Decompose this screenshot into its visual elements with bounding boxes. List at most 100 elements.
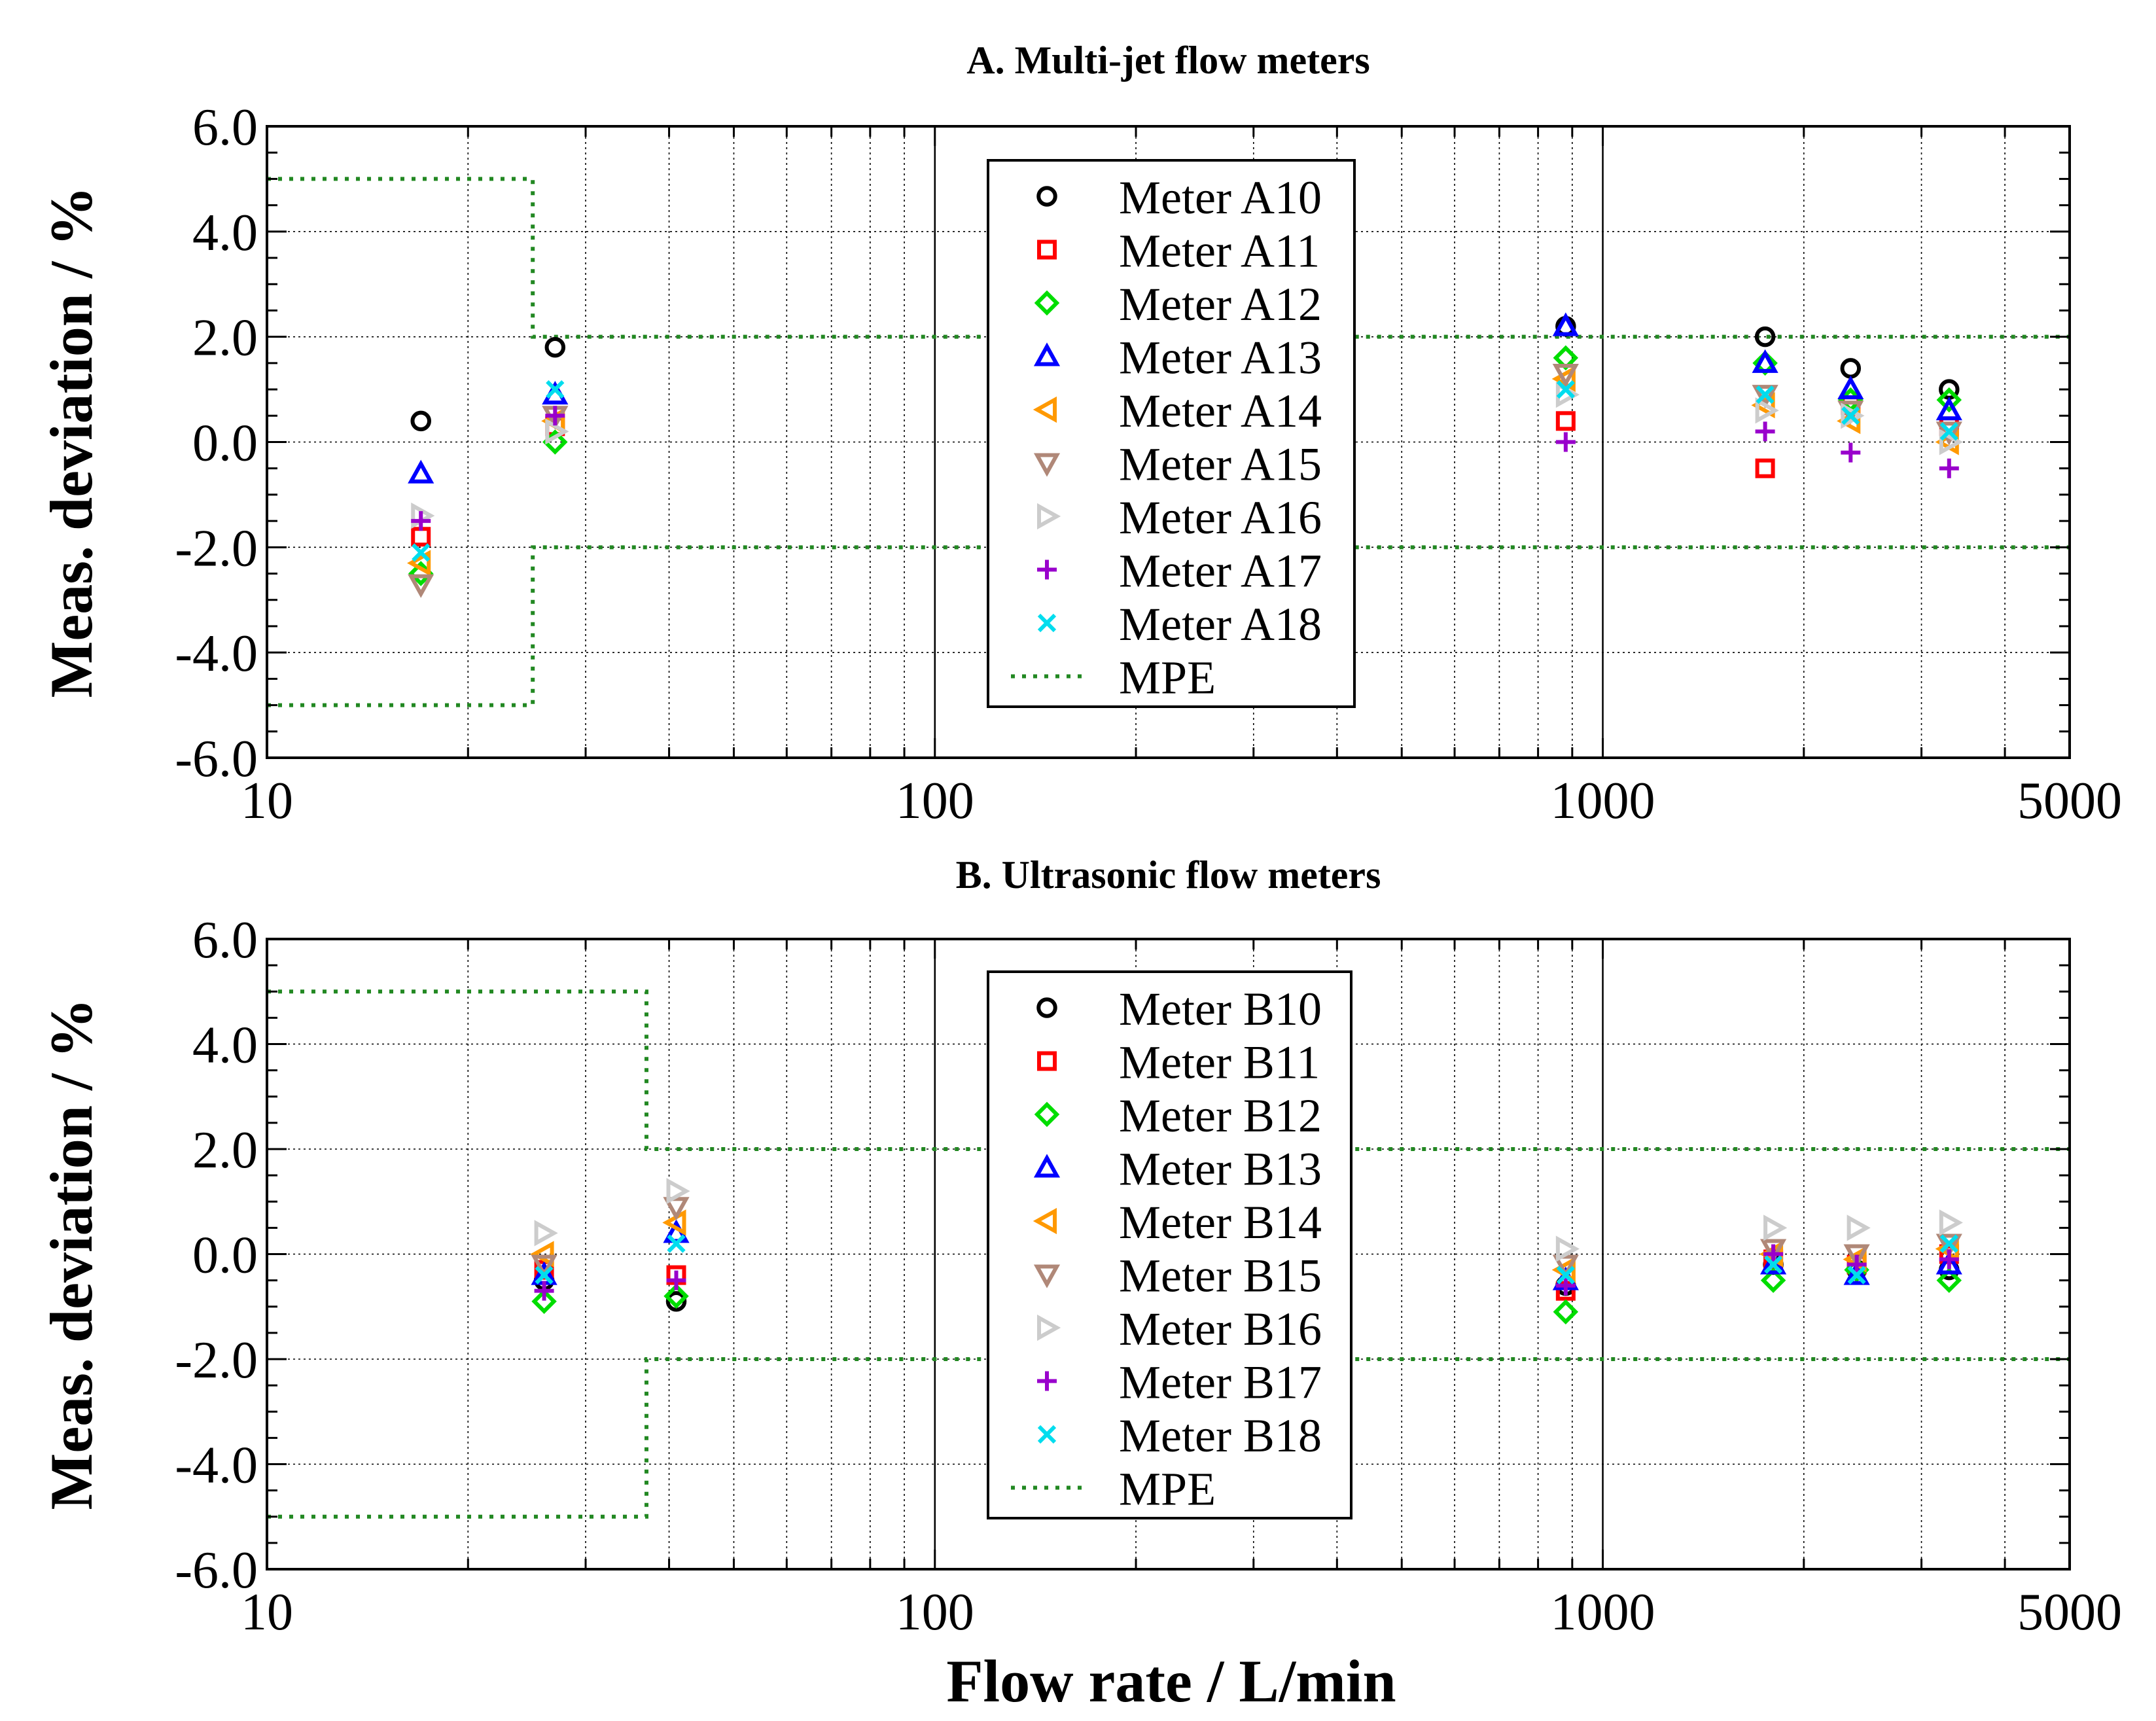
data-point	[1840, 358, 1862, 379]
legend-swatch	[1037, 1051, 1057, 1071]
data-point	[411, 527, 431, 547]
data-point	[1847, 1254, 1867, 1275]
x-axis-label: Flow rate / L/min	[946, 1648, 1396, 1714]
legend-swatch	[1037, 1371, 1057, 1391]
x-tick-label: 5000	[2017, 1584, 2122, 1641]
data-point	[666, 1270, 686, 1290]
data-point	[1763, 1244, 1784, 1264]
data-point	[1939, 1249, 1959, 1269]
y-tick-label: 2.0	[192, 1122, 258, 1179]
x-tick-label: 10	[241, 1584, 293, 1641]
data-point	[530, 1241, 554, 1268]
y-tick-label: 6.0	[192, 912, 258, 969]
data-point	[1939, 458, 1959, 478]
data-point	[663, 1197, 690, 1221]
data-point	[1837, 375, 1864, 400]
data-point	[531, 1254, 557, 1279]
data-point	[1555, 1275, 1576, 1296]
legend-label: Meter A14	[1119, 385, 1322, 437]
data-point	[1760, 1268, 1786, 1293]
legend-swatch	[1037, 1425, 1057, 1444]
data-point	[535, 1266, 554, 1285]
data-point	[667, 1234, 686, 1253]
y-tick-label: 4.0	[192, 204, 258, 262]
legend-box	[987, 970, 1352, 1519]
data-point	[546, 380, 565, 399]
mpe-lower-line	[267, 1357, 2070, 1519]
legend-swatch	[1033, 453, 1061, 477]
chart-panel-b: B. Ultrasonic flow meters 6.0 4.0 2.0 0.0 -2.…	[38, 853, 2122, 1641]
legend-label: Meter B13	[1119, 1143, 1322, 1196]
y-tick-label: -2.0	[175, 1332, 258, 1389]
legend-label: Meter B17	[1119, 1357, 1322, 1409]
y-tick-label: 6.0	[192, 99, 258, 156]
data-point	[534, 1220, 558, 1247]
x-tick-label: 100	[896, 1584, 974, 1641]
data-point	[1552, 1254, 1579, 1279]
legend-swatch	[1033, 1154, 1061, 1178]
legend-swatch	[1034, 1101, 1060, 1127]
legend-swatch	[1033, 1207, 1057, 1235]
legend-swatch	[1033, 396, 1057, 423]
data-point	[1756, 385, 1775, 404]
legend-swatch	[1037, 240, 1057, 260]
x-tick-label: 5000	[2017, 772, 2122, 830]
legend-swatch	[1037, 1314, 1061, 1341]
y-tick-label: 0.0	[192, 415, 258, 472]
data-point	[1752, 385, 1778, 409]
data-point	[407, 550, 431, 577]
legend-label: Meter B18	[1119, 1410, 1322, 1462]
legend-label: Meter B16	[1119, 1303, 1322, 1355]
legend-label: Meter A17	[1119, 545, 1322, 597]
legend-label: Meter A18	[1119, 598, 1322, 650]
y-tick-label: -4.0	[175, 625, 258, 683]
legend-label: Meter A11	[1119, 225, 1320, 277]
data-point	[412, 543, 431, 562]
data-point	[1555, 411, 1576, 431]
data-point	[663, 1283, 689, 1309]
x-tick-label: 10	[241, 772, 293, 830]
data-point	[1843, 1261, 1870, 1285]
legend-label: Meter B11	[1119, 1037, 1320, 1089]
y-tick-label: 0.0	[192, 1227, 258, 1285]
legend-label: MPE	[1119, 652, 1216, 704]
data-point	[1553, 1299, 1579, 1325]
y-tick-label: -2.0	[175, 520, 258, 577]
y-tick-label: 4.0	[192, 1017, 258, 1074]
data-point	[1841, 442, 1861, 463]
data-point	[544, 337, 566, 358]
data-point	[1847, 1215, 1871, 1241]
data-point	[1841, 402, 1865, 429]
data-point	[1841, 406, 1860, 425]
chart-title: B. Ultrasonic flow meters	[956, 853, 1381, 896]
x-tick-label: 1000	[1551, 1584, 1655, 1641]
data-point	[1763, 1255, 1783, 1274]
y-tick-label: -4.0	[175, 1437, 258, 1495]
data-point	[1847, 1266, 1866, 1285]
y-tick-label: -6.0	[175, 730, 258, 788]
legend-swatch	[1034, 290, 1060, 316]
data-point	[1555, 1235, 1580, 1262]
data-point	[1935, 1251, 1962, 1275]
legend-label: Meter A16	[1119, 491, 1322, 544]
data-point	[1755, 421, 1775, 442]
data-point	[1556, 380, 1575, 399]
data-point	[1939, 1209, 1963, 1236]
legend-label: Meter A13	[1119, 332, 1322, 384]
data-point	[1936, 1268, 1962, 1293]
data-point	[1939, 429, 1963, 455]
data-point	[1936, 387, 1962, 413]
legend-label: Meter B15	[1119, 1250, 1322, 1302]
data-point	[665, 1290, 687, 1312]
data-point	[408, 574, 434, 598]
data-point	[1556, 1266, 1575, 1285]
legend-box	[987, 159, 1356, 708]
data-point	[1555, 432, 1576, 452]
y-axis-label: Meas. deviation / %	[38, 999, 105, 1510]
y-tick-label: 2.0	[192, 310, 258, 367]
legend-label: Meter A15	[1119, 438, 1322, 491]
data-point	[531, 1288, 557, 1314]
data-point	[1755, 458, 1775, 478]
